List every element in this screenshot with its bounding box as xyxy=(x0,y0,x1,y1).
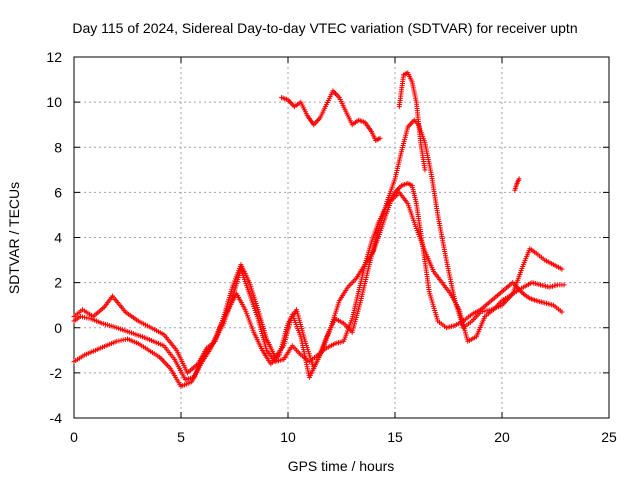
y-tick-label: 2 xyxy=(54,275,62,291)
y-tick-label: 10 xyxy=(46,94,62,110)
chart-title: Day 115 of 2024, Sidereal Day-to-day VTE… xyxy=(72,20,577,36)
series-upper-segment xyxy=(279,88,383,143)
data-point xyxy=(377,135,383,141)
y-tick-label: 4 xyxy=(54,230,62,246)
y-tick-label: 0 xyxy=(54,320,62,336)
grid xyxy=(74,57,609,418)
y-tick-label: 8 xyxy=(54,139,62,155)
data-point xyxy=(561,282,567,288)
x-axis-label: GPS time / hours xyxy=(288,458,395,474)
axis-ticks xyxy=(73,56,610,419)
series-track-a xyxy=(71,180,565,383)
data-point xyxy=(559,266,565,272)
data-marks xyxy=(71,70,567,389)
x-tick-label: 0 xyxy=(70,429,78,445)
series-track-c xyxy=(71,189,567,389)
x-tick-label: 25 xyxy=(601,429,617,445)
data-point xyxy=(516,176,522,182)
data-point xyxy=(559,309,565,315)
y-tick-label: 6 xyxy=(54,184,62,200)
y-tick-label: -4 xyxy=(50,410,63,426)
series-track-b xyxy=(71,117,565,380)
series-isolated-cluster xyxy=(512,176,522,193)
x-tick-label: 5 xyxy=(177,429,185,445)
y-tick-label: 12 xyxy=(46,49,62,65)
y-axis-label: SDTVAR / TECUs xyxy=(6,182,22,294)
y-tick-label: -2 xyxy=(50,365,63,381)
x-tick-label: 15 xyxy=(387,429,403,445)
tick-labels: 0 5 10 15 20 25 -4 -2 0 2 4 6 8 10 12 xyxy=(46,49,617,445)
series-peak-spike xyxy=(396,70,428,173)
data-point xyxy=(422,167,428,173)
x-tick-label: 20 xyxy=(494,429,510,445)
x-tick-label: 10 xyxy=(280,429,296,445)
